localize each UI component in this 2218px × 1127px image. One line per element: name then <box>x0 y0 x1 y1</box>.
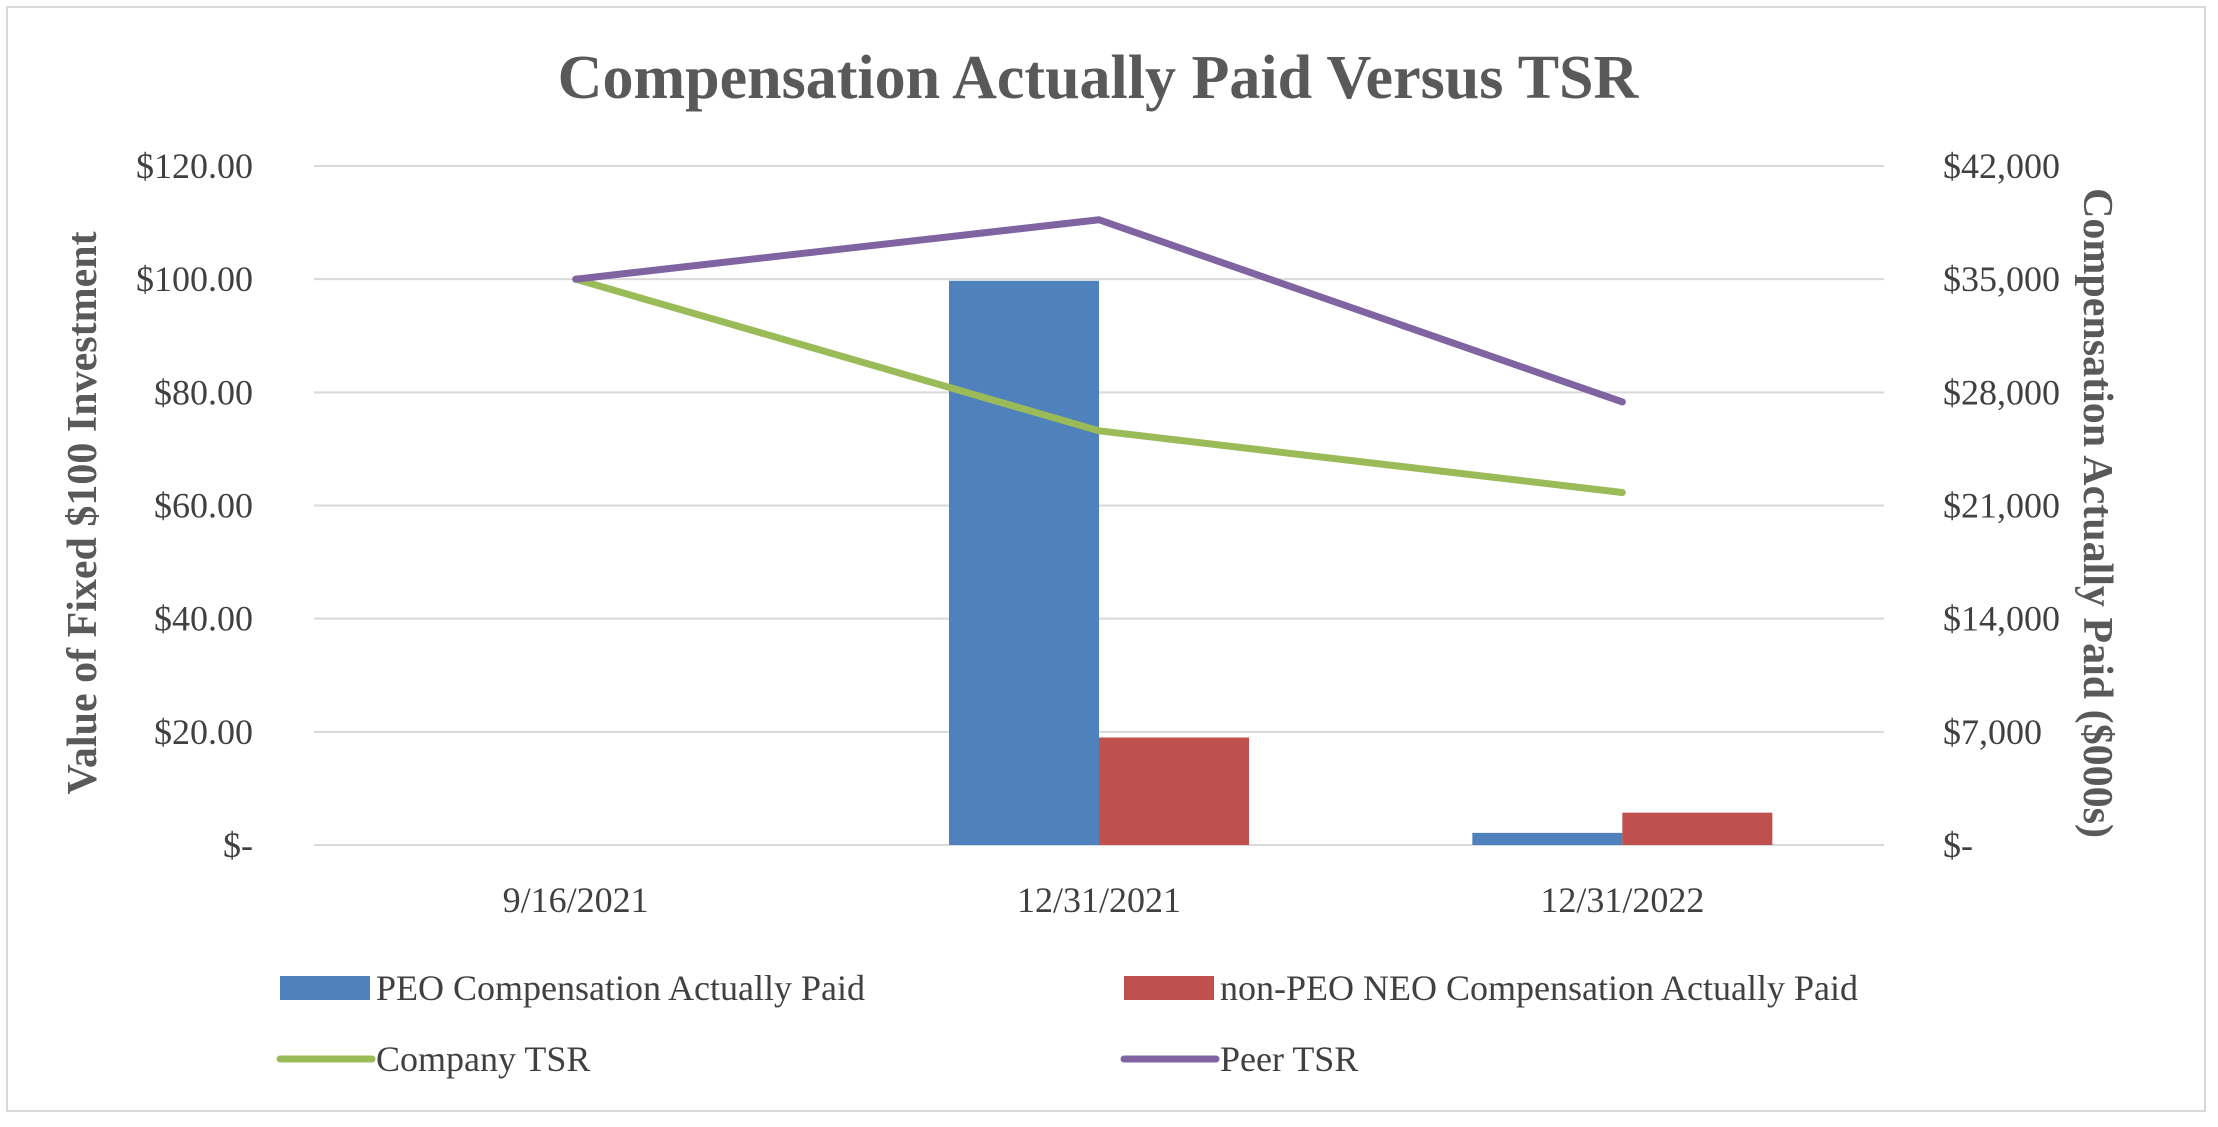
x-axis-ticks: 9/16/2021 12/31/2021 12/31/2022 <box>503 880 1705 920</box>
bar-peo-2 <box>1472 832 1623 845</box>
right-tick-label: $42,000 <box>1943 146 2060 186</box>
right-tick-label: $7,000 <box>1943 712 2042 752</box>
right-tick-label: $14,000 <box>1943 599 2060 639</box>
chart-svg: Compensation Actually Paid Versus TSR $-… <box>60 44 2120 1079</box>
right-tick-label: $21,000 <box>1943 486 2060 526</box>
right-axis-title: Compensation Actually Paid ($000s) <box>2074 188 2120 838</box>
left-tick-label: $80.00 <box>154 372 253 412</box>
right-tick-label: $35,000 <box>1943 259 2060 299</box>
legend-item: PEO Compensation Actually Paid <box>280 968 865 1008</box>
left-tick-label: $20.00 <box>154 712 253 752</box>
bars-layer <box>949 280 1773 845</box>
company-tsr-line <box>572 275 1626 496</box>
left-tick-label: $60.00 <box>154 486 253 526</box>
legend-label: Company TSR <box>376 1039 590 1079</box>
left-axis-title: Value of Fixed $100 Investment <box>60 231 106 794</box>
legend-item: non-PEO NEO Compensation Actually Paid <box>1124 968 1858 1008</box>
left-tick-label: $100.00 <box>136 259 253 299</box>
legend-item: Company TSR <box>276 1039 590 1079</box>
left-tick-label: $40.00 <box>154 599 253 639</box>
x-tick-label: 9/16/2021 <box>503 880 649 920</box>
left-tick-label: $120.00 <box>136 146 253 186</box>
legend-label: non-PEO NEO Compensation Actually Paid <box>1220 968 1858 1008</box>
bar-non-peo-1 <box>1099 737 1249 845</box>
x-tick-label: 12/31/2021 <box>1017 880 1181 920</box>
legend-label: PEO Compensation Actually Paid <box>376 968 865 1008</box>
chart-frame: Compensation Actually Paid Versus TSR $-… <box>6 6 2206 1112</box>
bar-non-peo-2 <box>1622 812 1773 845</box>
legend-swatch <box>1124 976 1214 1000</box>
right-axis-ticks: $- $7,000 $14,000 $21,000 $28,000 $35,000 $42,… <box>1943 146 2060 865</box>
chart-title: Compensation Actually Paid Versus TSR <box>558 44 1640 112</box>
x-tick-label: 12/31/2022 <box>1540 880 1704 920</box>
bar-peo-1 <box>949 280 1099 845</box>
left-axis-ticks: $- $20.00 $40.00 $60.00 $80.00 $100.00 $120.00 <box>136 146 253 865</box>
legend-label: Peer TSR <box>1220 1039 1358 1079</box>
lines-layer <box>572 216 1626 496</box>
peer-tsr-line <box>572 216 1626 406</box>
legend-swatch <box>280 976 370 1000</box>
right-tick-label: $- <box>1943 825 1973 865</box>
legend-item: Peer TSR <box>1120 1039 1358 1079</box>
legend: PEO Compensation Actually Paid non-PEO NE… <box>276 968 1858 1079</box>
right-tick-label: $28,000 <box>1943 372 2060 412</box>
left-tick-label: $- <box>223 825 253 865</box>
